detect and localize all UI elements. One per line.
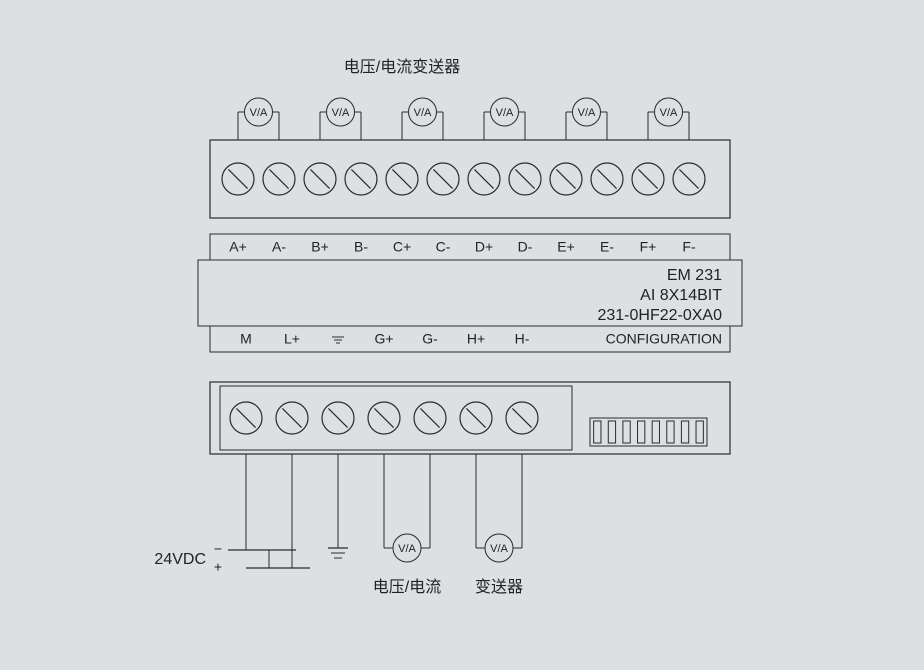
sensor-label: V/A [660, 107, 678, 119]
sensor-circle: V/A [240, 98, 278, 126]
screw-terminal [591, 163, 623, 195]
terminal-label-top: B+ [311, 239, 329, 255]
sensor-circle: V/A [486, 98, 524, 126]
dip-switch [667, 421, 674, 443]
terminal-label-top: C+ [393, 239, 411, 255]
terminal-label-top: A+ [229, 239, 247, 255]
screw-terminal [673, 163, 705, 195]
screw-terminal [468, 163, 500, 195]
sensor-circle: V/A [480, 534, 518, 562]
sensor-label: V/A [332, 107, 350, 119]
sensor-label: V/A [578, 107, 596, 119]
top-screw-block [210, 140, 730, 218]
title-bottom-right: 变送器 [475, 578, 523, 596]
dip-switch [638, 421, 645, 443]
dip-switch-block [590, 418, 707, 446]
screw-terminal [230, 402, 262, 434]
module-line3: 231-0HF22-0XA0 [597, 307, 722, 324]
screw-terminal [632, 163, 664, 195]
dip-switch [696, 421, 703, 443]
module-line1: EM 231 [667, 267, 722, 284]
terminal-label-top: F- [682, 239, 696, 255]
terminal-label-bottom: H+ [467, 331, 485, 347]
minus-sign: − [214, 541, 222, 557]
sensor-circle: V/A [322, 98, 360, 126]
screw-terminal [414, 402, 446, 434]
terminal-label-bottom: H- [515, 331, 530, 347]
terminal-label-top: A- [272, 239, 286, 255]
screw-terminal [550, 163, 582, 195]
terminal-label-top: F+ [640, 239, 657, 255]
terminal-label-top: E- [600, 239, 614, 255]
terminal-label-bottom: G+ [374, 331, 393, 347]
sensor-label: V/A [496, 107, 514, 119]
terminal-label-top: B- [354, 239, 368, 255]
sensor-circle: V/A [404, 98, 442, 126]
sensor-label: V/A [250, 107, 268, 119]
dip-switch [681, 421, 688, 443]
screw-terminal [322, 402, 354, 434]
screw-terminal [222, 163, 254, 195]
sensor-circle: V/A [388, 534, 426, 562]
screw-terminal [304, 163, 336, 195]
bottom-screw-block [220, 386, 572, 450]
screw-terminal [506, 402, 538, 434]
terminal-label-bottom: G- [422, 331, 438, 347]
terminal-label-top: C- [436, 239, 451, 255]
screw-terminal [509, 163, 541, 195]
config-label: CONFIGURATION [606, 331, 722, 347]
dip-switch [594, 421, 601, 443]
terminal-label-top: E+ [557, 239, 575, 255]
terminal-label-bottom: M [240, 331, 252, 347]
dip-switch [608, 421, 615, 443]
title-bottom-left: 电压/电流 [373, 578, 441, 596]
screw-terminal [460, 402, 492, 434]
plus-sign: + [214, 559, 222, 575]
sensor-circle: V/A [650, 98, 688, 126]
screw-terminal [276, 402, 308, 434]
screw-terminal [368, 402, 400, 434]
sensor-label: V/A [490, 543, 508, 555]
title-top: 电压/电流变送器 [344, 58, 460, 76]
terminal-label-bottom: L+ [284, 331, 300, 347]
dip-switch [623, 421, 630, 443]
terminal-label-top: D- [518, 239, 533, 255]
power-label: 24VDC [154, 551, 206, 568]
screw-terminal [345, 163, 377, 195]
terminal-label-top: D+ [475, 239, 493, 255]
screw-terminal [386, 163, 418, 195]
sensor-circle: V/A [568, 98, 606, 126]
screw-terminal [427, 163, 459, 195]
sensor-label: V/A [398, 543, 416, 555]
sensor-label: V/A [414, 107, 432, 119]
module-line2: AI 8X14BIT [640, 287, 722, 304]
screw-terminal [263, 163, 295, 195]
dip-switch [652, 421, 659, 443]
